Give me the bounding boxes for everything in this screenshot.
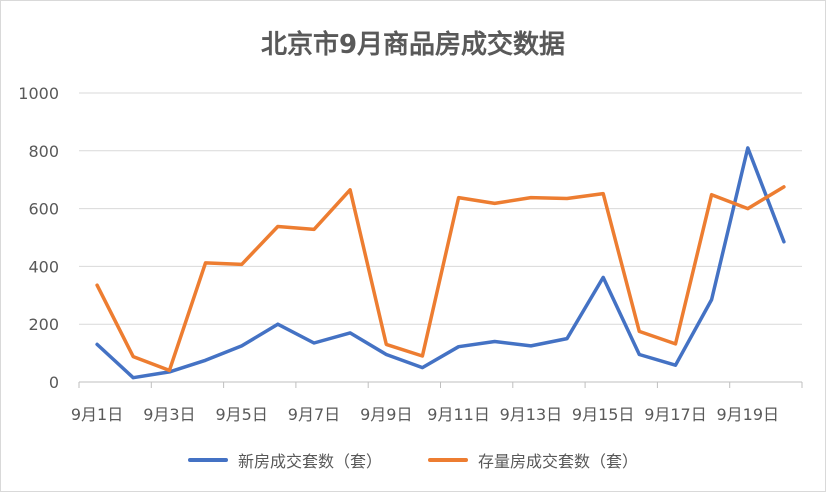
tick-labels: 0 200 400 600 800 1000 9月1日 9月3日 9月5日 9月7日 9月9日 9月1… [18, 84, 779, 424]
x-tick-label: 9月11日 [427, 405, 490, 424]
x-tick-label: 9月19日 [717, 405, 780, 424]
y-tick-label: 200 [28, 315, 59, 334]
series-line-existing-homes [95, 185, 786, 373]
x-tick-label: 9月15日 [572, 405, 635, 424]
x-tick-label: 9月3日 [143, 405, 195, 424]
x-tick-label: 9月5日 [215, 405, 267, 424]
legend-item-new-homes: 新房成交套数（套） [187, 448, 382, 472]
y-tick-label: 800 [28, 142, 59, 161]
x-tick-label: 9月9日 [360, 405, 412, 424]
y-tick-label: 0 [49, 373, 59, 392]
legend: 新房成交套数（套） 存量房成交套数（套） [0, 448, 826, 472]
y-tick-label: 400 [28, 257, 59, 276]
series-lines [95, 146, 786, 380]
gridlines [79, 92, 802, 325]
legend-label-new-homes: 新房成交套数（套） [237, 452, 382, 471]
legend-swatch-existing-homes [428, 458, 468, 462]
x-tick-label: 9月17日 [644, 405, 707, 424]
y-tick-label: 600 [28, 200, 59, 219]
legend-label-existing-homes: 存量房成交套数（套） [478, 452, 639, 471]
series-line-new-homes [95, 146, 786, 380]
legend-swatch-new-homes [187, 458, 228, 462]
x-tick-label: 9月7日 [288, 405, 340, 424]
x-tick-label: 9月1日 [71, 405, 123, 424]
legend-item-existing-homes: 存量房成交套数（套） [428, 448, 638, 472]
y-tick-label: 1000 [18, 84, 59, 103]
axes [78, 381, 803, 388]
x-tick-label: 9月13日 [500, 405, 563, 424]
chart-title: 北京市9月商品房成交数据 [260, 30, 566, 60]
